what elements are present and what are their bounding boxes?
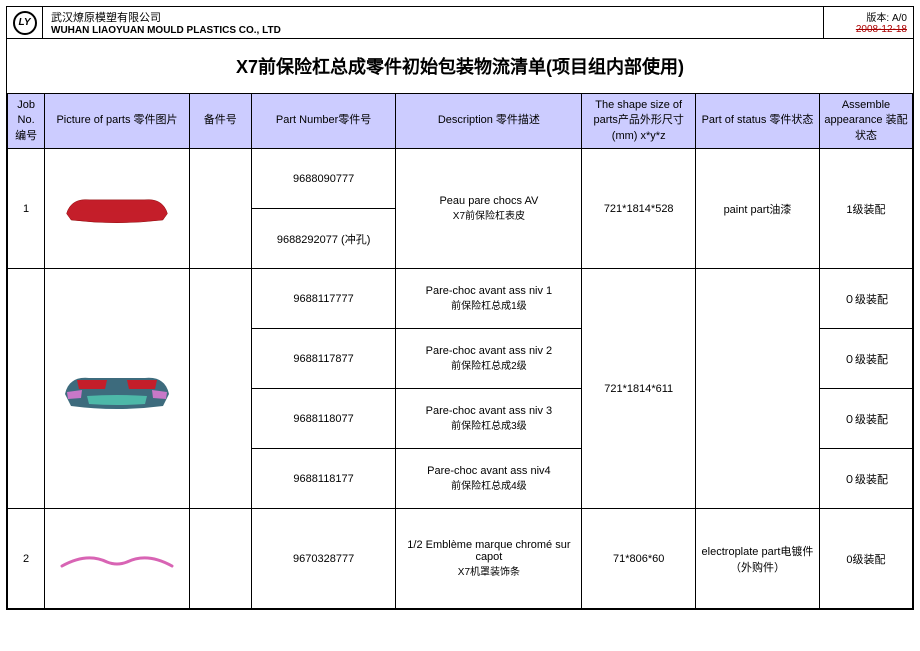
cell-assemble: ０级装配 (819, 389, 912, 449)
cell-assemble: 1级装配 (819, 149, 912, 269)
version-date: 2008-12-18 (830, 24, 907, 35)
cell-size: 721*1814*611 (582, 269, 696, 509)
cell-description: Pare-choc avant ass niv 3前保险杠总成3级 (396, 389, 582, 449)
cell-picture (45, 149, 190, 269)
logo-cell: LY (7, 7, 43, 38)
company-logo: LY (13, 11, 37, 35)
cell-assemble: ０级装配 (819, 269, 912, 329)
cell-description: Pare-choc avant ass niv 1前保险杠总成1级 (396, 269, 582, 329)
cell-spare (189, 509, 251, 609)
cell-picture (45, 269, 190, 509)
cell-assemble: ０级装配 (819, 449, 912, 509)
document-page: LY 武汉燎原模塑有限公司 WUHAN LIAOYUAN MOULD PLAST… (6, 6, 914, 610)
cell-status (696, 269, 820, 509)
cell-part-number: 9688117777 (251, 269, 396, 329)
cell-spare (189, 269, 251, 509)
part-image-trim (57, 544, 177, 574)
cell-part-number: 9670328777 (251, 509, 396, 609)
table-header-row: Job No. 编号 Picture of parts 零件图片 备件号 Par… (8, 94, 913, 149)
col-size: The shape size of parts产品外形尺寸 (mm) x*y*z (582, 94, 696, 149)
cell-assemble: 0级装配 (819, 509, 912, 609)
col-description: Description 零件描述 (396, 94, 582, 149)
part-image-bumper-assy (57, 354, 177, 424)
cell-description: Pare-choc avant ass niv4前保险杠总成4级 (396, 449, 582, 509)
cell-picture (45, 509, 190, 609)
cell-description: 1/2 Emblème marque chromé sur capotX7机罩装… (396, 509, 582, 609)
cell-spare (189, 149, 251, 269)
col-status: Part of status 零件状态 (696, 94, 820, 149)
cell-part-number: 9688292077 (冲孔) (251, 209, 396, 269)
col-part-number: Part Number零件号 (251, 94, 396, 149)
cell-part-number: 9688117877 (251, 329, 396, 389)
header-row: LY 武汉燎原模塑有限公司 WUHAN LIAOYUAN MOULD PLAST… (7, 7, 913, 39)
cell-job: 2 (8, 509, 45, 609)
parts-table: Job No. 编号 Picture of parts 零件图片 备件号 Par… (7, 93, 913, 609)
col-picture: Picture of parts 零件图片 (45, 94, 190, 149)
cell-job (8, 269, 45, 509)
cell-description: Pare-choc avant ass niv 2前保险杠总成2级 (396, 329, 582, 389)
version-cell: 版本: A/0 2008-12-18 (823, 7, 913, 38)
table-row: 9688117777Pare-choc avant ass niv 1前保险杠总… (8, 269, 913, 329)
table-body: 1 9688090777Peau pare chocs AVX7前保险杠表皮721… (8, 149, 913, 609)
cell-description: Peau pare chocs AVX7前保险杠表皮 (396, 149, 582, 269)
version-label: 版本: A/0 (830, 9, 907, 24)
table-row: 2 96703287771/2 Emblème marque chromé sur… (8, 509, 913, 609)
company-cn: 武汉燎原模塑有限公司 (51, 9, 815, 25)
cell-job: 1 (8, 149, 45, 269)
part-image-bumper-red (62, 189, 172, 229)
cell-part-number: 9688118177 (251, 449, 396, 509)
cell-size: 71*806*60 (582, 509, 696, 609)
col-assemble: Assemble appearance 装配状态 (819, 94, 912, 149)
table-row: 19688090777Peau pare chocs AVX7前保险杠表皮721… (8, 149, 913, 209)
col-job: Job No. 编号 (8, 94, 45, 149)
cell-status: paint part油漆 (696, 149, 820, 269)
cell-part-number: 9688090777 (251, 149, 396, 209)
document-title: X7前保险杠总成零件初始包装物流清单(项目组内部使用) (7, 39, 913, 93)
cell-size: 721*1814*528 (582, 149, 696, 269)
company-names: 武汉燎原模塑有限公司 WUHAN LIAOYUAN MOULD PLASTICS… (43, 7, 823, 38)
cell-assemble: ０级装配 (819, 329, 912, 389)
cell-part-number: 9688118077 (251, 389, 396, 449)
cell-status: electroplate part电镀件（外购件） (696, 509, 820, 609)
company-en: WUHAN LIAOYUAN MOULD PLASTICS CO., LTD (51, 25, 815, 36)
col-spare: 备件号 (189, 94, 251, 149)
